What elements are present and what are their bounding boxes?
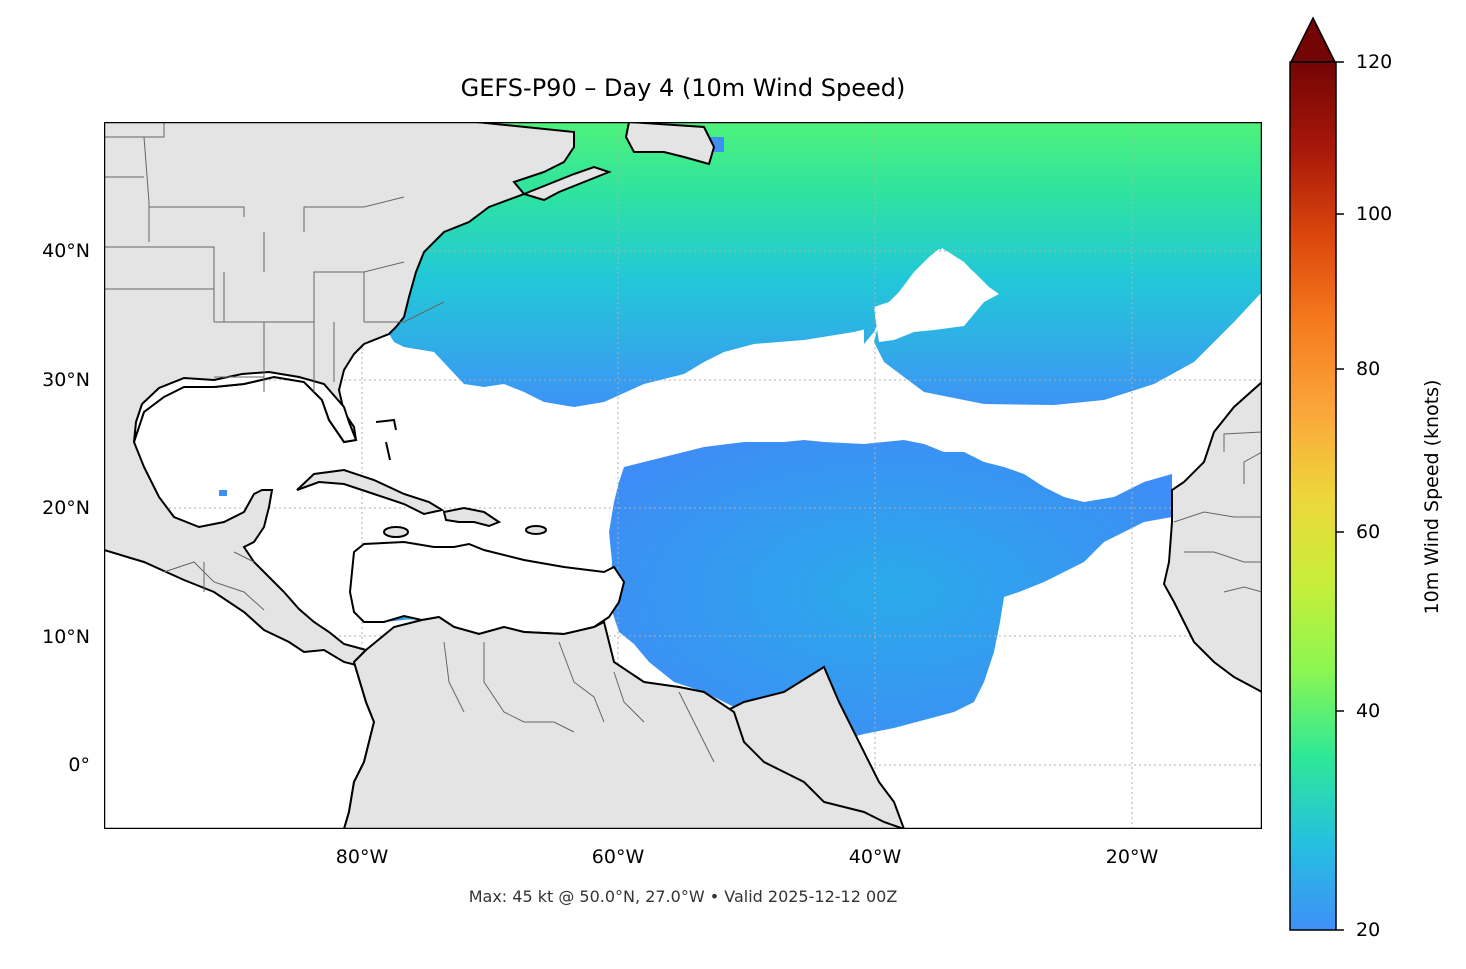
land-africa [1162,380,1262,694]
wind-field-north-atlantic [389,122,1262,407]
map-panel [104,122,1262,829]
colorbar-tick-40: 40 [1356,700,1381,722]
land-hispaniola [442,506,502,528]
ytick-30n: 30°N [42,369,90,391]
colorbar-gradient [1289,61,1337,931]
colorbar-tick-20: 20 [1356,919,1381,941]
xtick-60w: 60°W [591,846,645,868]
ytick-40n: 40°N [42,240,90,262]
wind-field-tropical-atlantic [609,440,1172,742]
xtick-80w: 80°W [335,846,389,868]
gulf-of-mexico [133,370,358,444]
ytick-0: 0° [68,754,90,776]
political-borders [104,122,1262,763]
colorbar [1289,16,1337,931]
land-bahamas [375,418,397,461]
land-newfoundland [624,122,716,166]
colorbar-extend-arrow [1289,16,1337,63]
map-frame [104,122,1262,829]
figure-title: GEFS-P90 – Day 4 (10m Wind Speed) [460,74,906,102]
calm-gap [874,249,999,342]
land-puerto-rico [525,525,547,535]
colorbar-tick-100: 100 [1356,203,1393,225]
colorbar-tick-60: 60 [1356,521,1381,543]
land-nova-scotia [520,165,612,202]
footer-annotation: Max: 45 kt @ 50.0°N, 27.0°W • Valid 2025… [468,887,898,906]
colorbar-tick-80: 80 [1356,358,1381,380]
ytick-20n: 20°N [42,497,90,519]
colorbar-tick-120: 120 [1356,51,1393,73]
land-jamaica [383,526,409,538]
ytick-10n: 10°N [42,626,90,648]
colorbar-tick-marks [1336,61,1344,931]
xtick-40w: 40°W [848,846,902,868]
land-cuba [296,468,445,516]
gridlines [104,122,1262,829]
xtick-20w: 20°W [1105,846,1159,868]
map-canvas [104,122,1262,829]
colorbar-label: 10m Wind Speed (knots) [1421,379,1443,615]
